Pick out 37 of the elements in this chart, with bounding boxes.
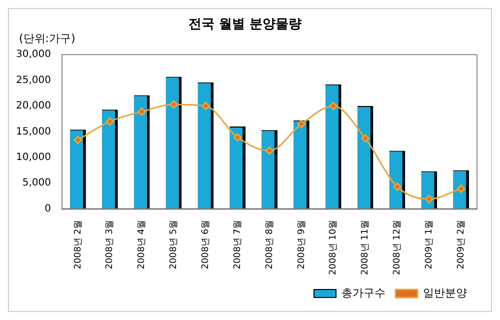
x-tick-label: 2008년 4월 [137,220,148,270]
point [74,136,82,144]
point [361,134,370,143]
y-tick-label: 0 [44,203,51,214]
y-tick-label: 20,000 [16,100,51,112]
x-tick-label: 2008년 7월 [232,220,243,270]
point [424,194,434,204]
point [297,120,306,128]
point [106,117,114,126]
chart-title: 전국 월별 분양물량 [188,17,302,32]
legend-label: 일반분양 [423,286,467,300]
x-tick-label: 2008년 5월 [169,220,180,270]
point [233,133,242,142]
y-tick-label: 30,000 [16,49,51,60]
x-tick-label: 2008년 11월 [360,220,371,275]
x-tick-label: 2008년 9월 [296,220,307,270]
x-tick-label: 2008년 12월 [392,220,403,275]
x-tick-label: 2008년 10월 [328,220,339,275]
point [169,100,178,109]
x-tick-label: 2008년 6월 [200,220,211,270]
x-tick-label: 2008년 2월 [73,220,84,270]
y-tick-label: 25,000 [16,74,51,86]
point [392,182,402,191]
x-tick-label: 2008년 3월 [105,220,116,270]
x-tick-label: 2009년 1월 [424,220,434,270]
point [456,184,466,193]
x-tick-label: 2008년 8월 [264,220,275,270]
point [329,102,338,110]
x-tick-label: 2009년 2월 [456,220,466,270]
y-tick-label: 10,000 [16,152,51,163]
point [201,102,210,110]
point [265,146,274,155]
y-tick-label: 15,000 [16,126,51,138]
legend-label: 총가구수 [342,286,386,300]
point [138,107,146,116]
text: (단위:가구) [19,32,76,45]
y-tick-label: 5,000 [22,178,51,189]
